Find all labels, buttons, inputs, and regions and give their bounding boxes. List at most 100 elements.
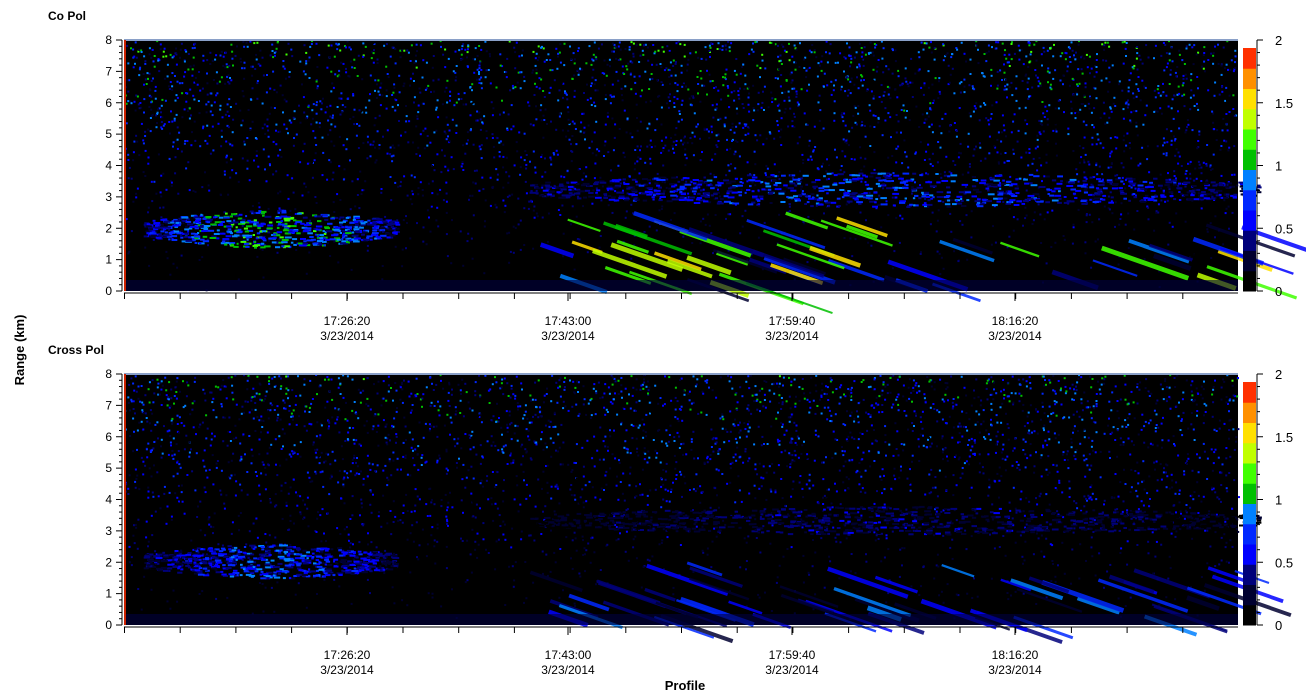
noise-pixel [1012, 152, 1015, 155]
layer-pixel [325, 238, 330, 241]
noise-pixel [577, 71, 580, 74]
noise-pixel [1159, 107, 1162, 110]
noise-pixel [869, 109, 872, 112]
layer-pixel [284, 236, 292, 239]
noise-pixel [631, 136, 634, 139]
layer-pixel [1015, 192, 1020, 195]
noise-pixel [970, 210, 973, 213]
layer-pixel [902, 172, 910, 175]
noise-pixel [1136, 68, 1139, 71]
noise-pixel [949, 73, 952, 76]
noise-pixel [1008, 65, 1011, 67]
noise-pixel [1008, 86, 1011, 89]
noise-pixel [467, 271, 470, 274]
noise-pixel [1110, 150, 1113, 153]
noise-pixel [275, 47, 278, 50]
layer-pixel [330, 217, 335, 220]
noise-pixel [336, 106, 339, 108]
noise-pixel [405, 105, 407, 107]
noise-pixel [346, 40, 349, 43]
noise-pixel [1003, 88, 1006, 91]
noise-pixel [168, 88, 171, 90]
noise-pixel [697, 83, 700, 85]
noise-pixel [436, 153, 439, 156]
layer-pixel [1147, 199, 1155, 201]
noise-pixel [365, 111, 368, 114]
layer-pixel [607, 185, 613, 188]
layer-pixel [181, 232, 184, 235]
noise-pixel [832, 89, 835, 92]
noise-pixel [996, 151, 999, 154]
layer-pixel [1007, 201, 1012, 204]
noise-pixel [469, 114, 472, 117]
layer-pixel [339, 242, 345, 245]
noise-pixel [1083, 95, 1086, 98]
noise-pixel [262, 148, 265, 151]
layer-pixel [284, 222, 288, 225]
noise-pixel [752, 50, 755, 53]
layer-pixel [946, 191, 951, 194]
noise-pixel [648, 144, 651, 146]
layer-pixel [678, 199, 685, 201]
layer-pixel [1075, 189, 1082, 192]
layer-pixel [882, 174, 888, 177]
layer-pixel [395, 223, 401, 226]
noise-pixel [1122, 62, 1125, 65]
noise-pixel [475, 119, 478, 122]
layer-pixel [594, 181, 600, 184]
noise-pixel [397, 144, 400, 147]
noise-pixel [389, 218, 392, 221]
layer-pixel [596, 193, 599, 196]
noise-pixel [443, 154, 446, 157]
layer-pixel [947, 175, 951, 178]
noise-pixel [683, 43, 686, 46]
layer-pixel [261, 210, 267, 213]
noise-pixel [557, 52, 560, 55]
layer-pixel [878, 179, 883, 182]
noise-pixel [523, 132, 526, 135]
noise-pixel [176, 266, 179, 269]
noise-pixel [373, 43, 376, 45]
noise-pixel [608, 58, 611, 61]
noise-pixel [261, 127, 264, 130]
noise-pixel [753, 150, 756, 153]
layer-pixel [288, 231, 296, 234]
noise-pixel [413, 96, 416, 99]
noise-pixel [321, 174, 324, 177]
noise-pixel [1036, 110, 1039, 113]
noise-pixel [999, 113, 1002, 116]
layer-pixel [1144, 189, 1148, 192]
noise-pixel [596, 89, 599, 92]
layer-pixel [647, 187, 653, 190]
noise-pixel [1194, 167, 1197, 170]
noise-pixel [592, 189, 595, 192]
layer-pixel [1154, 194, 1157, 197]
noise-pixel [868, 149, 871, 152]
noise-pixel [476, 119, 479, 122]
noise-pixel [151, 113, 154, 116]
noise-pixel [1135, 110, 1138, 113]
noise-pixel [936, 250, 939, 253]
noise-pixel [727, 86, 730, 89]
noise-pixel [761, 268, 764, 271]
noise-pixel [201, 256, 204, 259]
layer-pixel [1168, 178, 1172, 181]
layer-pixel [1056, 182, 1063, 185]
noise-pixel [1127, 86, 1130, 89]
noise-pixel [708, 136, 711, 139]
noise-pixel [1004, 85, 1007, 88]
noise-pixel [524, 150, 527, 153]
noise-pixel [460, 53, 463, 56]
noise-pixel [639, 157, 642, 160]
noise-pixel [783, 111, 786, 114]
noise-pixel [334, 125, 337, 128]
noise-pixel [1190, 89, 1193, 92]
noise-pixel [444, 165, 447, 168]
noise-pixel [601, 72, 604, 74]
layer-pixel [359, 229, 363, 232]
noise-pixel [594, 105, 597, 108]
layer-pixel [823, 175, 826, 178]
layer-pixel [921, 191, 924, 194]
layer-pixel [332, 228, 335, 231]
noise-pixel [662, 149, 665, 152]
